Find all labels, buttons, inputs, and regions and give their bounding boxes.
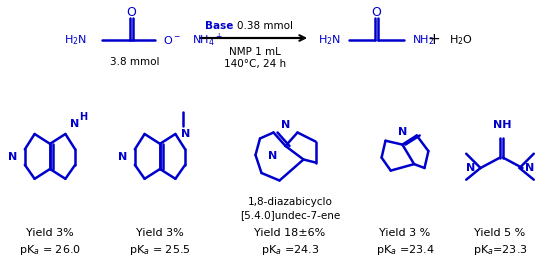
Text: pK$_a$ = 26.0: pK$_a$ = 26.0 xyxy=(19,243,81,257)
Text: 1,8-diazabicyclo: 1,8-diazabicyclo xyxy=(248,197,333,207)
Text: H: H xyxy=(80,112,87,122)
Text: 0.38 mmol: 0.38 mmol xyxy=(237,21,293,31)
Text: O$^-$: O$^-$ xyxy=(163,34,181,46)
Text: +: + xyxy=(428,33,440,48)
Text: [5.4.0]undec-7-ene: [5.4.0]undec-7-ene xyxy=(240,210,340,220)
Text: NH$_4$$^+$: NH$_4$$^+$ xyxy=(192,32,223,49)
Text: Yield 5 %: Yield 5 % xyxy=(474,228,526,238)
Text: Yield 3%: Yield 3% xyxy=(136,228,184,238)
Text: O: O xyxy=(372,6,381,19)
Text: N: N xyxy=(525,163,534,173)
Text: pK$_a$ = 25.5: pK$_a$ = 25.5 xyxy=(129,243,191,257)
Text: Yield 18±6%: Yield 18±6% xyxy=(254,228,325,238)
Text: N: N xyxy=(71,119,80,129)
Text: H$_2$O: H$_2$O xyxy=(449,33,473,47)
Text: NH: NH xyxy=(493,120,511,130)
Text: pK$_a$=23.3: pK$_a$=23.3 xyxy=(473,243,528,257)
Text: Base: Base xyxy=(205,21,237,31)
Text: NMP 1 mL: NMP 1 mL xyxy=(229,47,281,57)
Text: 3.8 mmol: 3.8 mmol xyxy=(110,57,160,67)
Text: H$_2$N: H$_2$N xyxy=(318,33,341,47)
Text: pK$_a$ =24.3: pK$_a$ =24.3 xyxy=(261,243,319,257)
Text: N: N xyxy=(281,120,290,129)
Text: Yield 3 %: Yield 3 % xyxy=(379,228,431,238)
Text: N: N xyxy=(181,129,190,139)
Text: N: N xyxy=(268,151,278,161)
Text: H$_2$N: H$_2$N xyxy=(64,33,87,47)
Text: pK$_a$ =23.4: pK$_a$ =23.4 xyxy=(376,243,434,257)
Text: N: N xyxy=(7,152,17,162)
Text: N: N xyxy=(118,152,127,162)
Text: Yield 3%: Yield 3% xyxy=(26,228,74,238)
Text: NH$_2$: NH$_2$ xyxy=(412,33,435,47)
Text: N: N xyxy=(398,127,407,137)
Text: O: O xyxy=(127,6,137,19)
Text: N: N xyxy=(466,163,475,173)
Text: 140°C, 24 h: 140°C, 24 h xyxy=(224,59,286,69)
